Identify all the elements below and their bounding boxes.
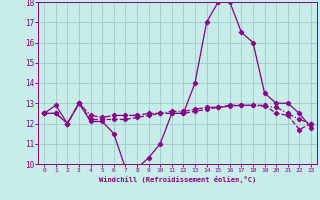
X-axis label: Windchill (Refroidissement éolien,°C): Windchill (Refroidissement éolien,°C) bbox=[99, 176, 256, 183]
